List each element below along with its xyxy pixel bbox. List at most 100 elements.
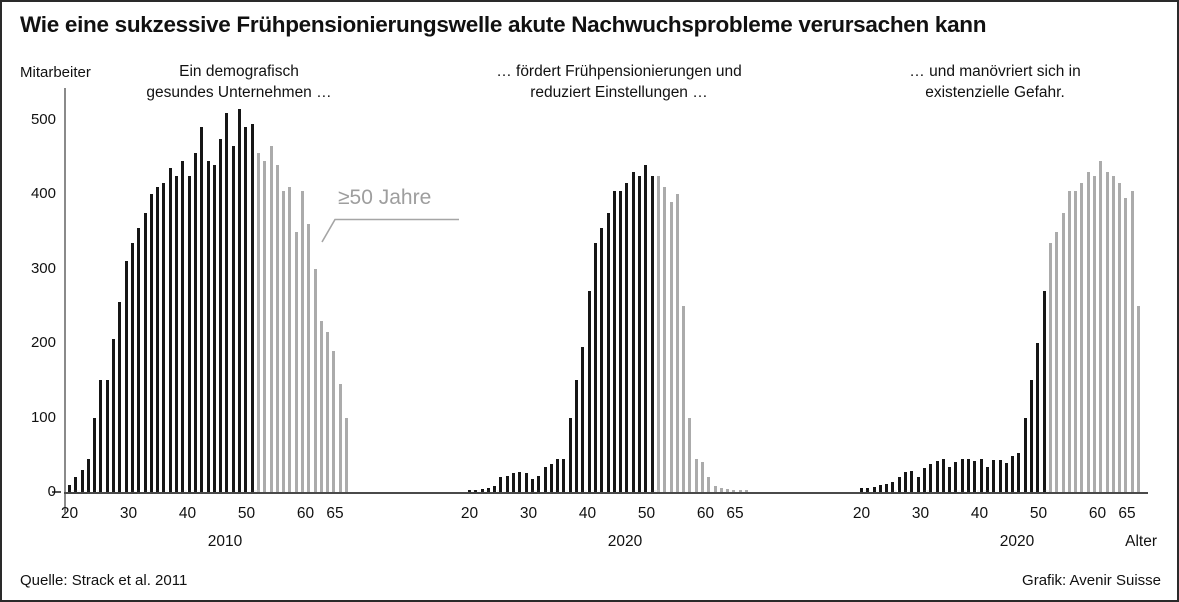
bar [345, 418, 349, 492]
bar [499, 477, 503, 492]
bar [86, 459, 90, 492]
y-tick-label: 300 [30, 259, 56, 277]
bar [1030, 380, 1034, 492]
bar [130, 243, 134, 492]
panel-2-bars [468, 92, 749, 492]
bar [644, 165, 648, 492]
source-credit: Quelle: Strack et al. 2011 [20, 572, 188, 589]
x-tick-label: 40 [578, 505, 597, 522]
bar [878, 485, 882, 492]
panel-1-bars [68, 92, 349, 492]
x-tick-label: 60 [1088, 505, 1107, 522]
bar [935, 461, 939, 492]
bar [549, 464, 553, 492]
bar [1099, 161, 1103, 492]
bar [700, 462, 704, 492]
panel-3-bars [860, 92, 1141, 492]
bar [275, 165, 279, 492]
x-tick-label: 65 [1118, 505, 1136, 522]
bar [625, 183, 629, 492]
bar [960, 459, 964, 492]
bar [1036, 343, 1040, 492]
bar [124, 261, 128, 492]
bar [575, 380, 579, 492]
x-tick-label: 20 [852, 505, 871, 522]
bar [68, 485, 71, 492]
y-tick-label: 0 [47, 483, 56, 500]
bar [745, 490, 749, 492]
panel-2-subtitle: … fördert Frühpensionierungen und reduzi… [496, 63, 742, 101]
bar [1080, 183, 1084, 492]
bar [669, 202, 673, 492]
bar [263, 161, 267, 492]
bar [732, 490, 736, 492]
bar [474, 490, 478, 492]
bar [897, 477, 901, 492]
panel-3-year-label: 2020 [999, 533, 1035, 550]
bar [338, 384, 342, 492]
bar [600, 228, 604, 492]
bar [238, 109, 242, 492]
bar [738, 490, 742, 492]
bar [568, 418, 572, 492]
bar [219, 139, 223, 492]
bar [1067, 191, 1071, 492]
x-tick-label: 40 [970, 505, 989, 522]
bar [1137, 306, 1141, 492]
bar [1055, 232, 1059, 492]
bar [543, 467, 547, 492]
bar [231, 146, 235, 492]
bar [885, 484, 889, 492]
x-tick-label: 50 [1029, 505, 1048, 522]
bar [486, 488, 490, 492]
y-axis-line [64, 88, 66, 513]
bar [682, 306, 686, 492]
bar [505, 476, 509, 492]
bar [1111, 176, 1115, 492]
bar [1118, 183, 1122, 492]
bar [726, 489, 730, 492]
chart-title: Wie eine sukzessive Frühpensionierungswe… [20, 12, 987, 37]
bar [941, 459, 945, 492]
bar [1023, 418, 1027, 492]
bar [916, 477, 920, 492]
bar [1074, 191, 1078, 492]
bar [612, 191, 616, 492]
y-axis-label: Mitarbeiter [20, 64, 91, 81]
bar [332, 351, 336, 492]
age-50-annotation: ≥50 Jahre [338, 186, 432, 209]
x-tick-label: 30 [519, 505, 538, 522]
bar [206, 161, 210, 492]
x-tick-label: 65 [326, 505, 344, 522]
bar [181, 161, 185, 492]
graphic-credit: Grafik: Avenir Suisse [1022, 572, 1161, 589]
x-tick-label: 40 [178, 505, 197, 522]
bar [719, 488, 723, 492]
bar [1105, 172, 1109, 492]
bar [326, 332, 330, 492]
bar [149, 194, 153, 492]
bar [556, 459, 560, 492]
bar [156, 187, 160, 492]
x-tick-label: 20 [60, 505, 79, 522]
x-tick-label: 65 [726, 505, 744, 522]
bar [707, 477, 711, 492]
bar [250, 124, 254, 492]
bar [294, 232, 298, 492]
bar [1048, 243, 1052, 492]
bar [606, 213, 610, 492]
panel-1-subtitle: Ein demografisch gesundes Unternehmen … [146, 63, 332, 101]
bar [212, 165, 216, 492]
bar [675, 194, 679, 492]
x-tick-label: 30 [911, 505, 930, 522]
bar [105, 380, 109, 492]
bar [112, 339, 116, 492]
bar [967, 459, 971, 492]
bar [1004, 463, 1008, 492]
bar [650, 176, 654, 492]
bar [1017, 453, 1021, 492]
panel-2-year-label: 2020 [607, 533, 643, 550]
bar [468, 490, 471, 492]
bar [537, 476, 541, 492]
bar [269, 146, 273, 492]
